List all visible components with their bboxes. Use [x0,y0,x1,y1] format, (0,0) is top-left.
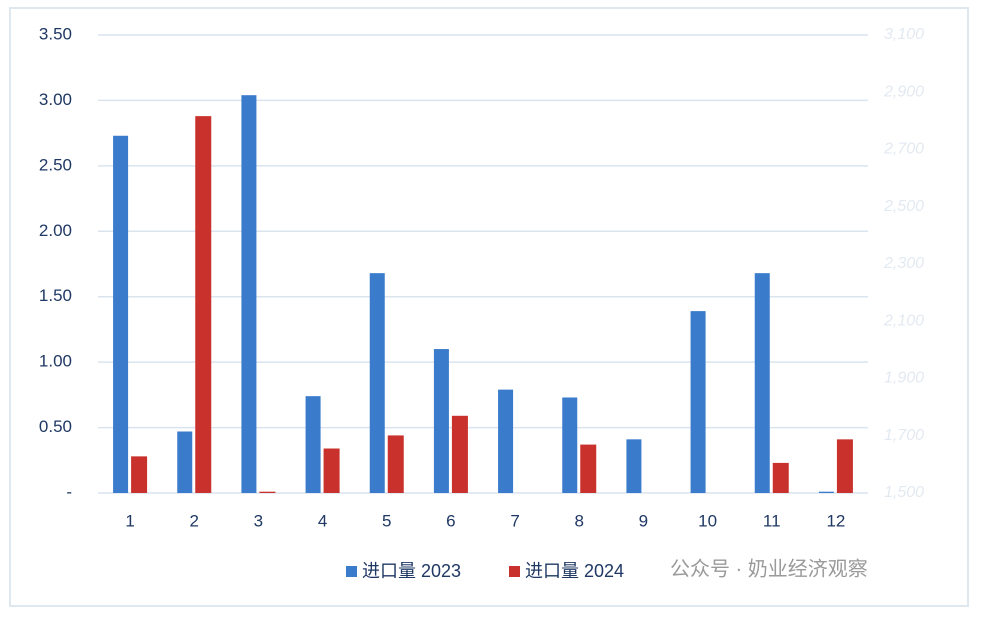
y2-tick-label: 2,900 [883,83,924,100]
x-tick-label: 4 [318,511,327,530]
bar [259,491,276,493]
x-tick-label: 11 [763,511,781,530]
bar [177,431,193,493]
x-tick-label: 2 [190,511,199,530]
bar [754,273,770,493]
legend-swatch [509,566,520,577]
bar [241,95,257,494]
y2-tick-label: 1,700 [884,427,924,444]
y-tick-label: - [66,482,72,501]
y2-tick-label: 1,900 [884,370,924,387]
bar [305,396,321,493]
x-tick-label: 9 [639,511,648,530]
y2-tick-label: 2,300 [883,255,924,272]
watermark: 公众号 · 奶业经济观察 [670,557,868,580]
bar [131,456,148,493]
bar [451,415,468,493]
x-tick-label: 1 [125,511,134,530]
bar [195,116,212,493]
x-tick-label: 7 [510,511,519,530]
bar [323,448,340,493]
bar [387,435,404,493]
x-tick-label: 5 [382,511,391,530]
x-tick-label: 12 [826,511,845,530]
bar [498,389,514,493]
legend-label: 进口量 2023 [362,561,461,581]
bar [690,311,706,493]
bar [818,491,834,493]
y-tick-label: 2.50 [39,155,72,174]
x-tick-label: 8 [575,511,584,530]
y-tick-label: 2.00 [39,221,72,240]
y-tick-label: 3.50 [39,24,72,43]
y2-tick-label: 2,700 [883,141,924,158]
bar [626,439,642,493]
bar [562,397,578,493]
legend-label: 进口量 2024 [525,561,624,581]
bar [369,273,385,493]
y2-tick-label: 1,500 [884,484,924,501]
x-tick-label: 10 [698,511,717,530]
x-tick-label: 6 [446,511,455,530]
y-tick-label: 0.50 [39,417,72,436]
y-tick-label: 1.50 [39,286,72,305]
chart-frame [9,7,969,607]
y-tick-label: 1.00 [39,352,72,371]
y-tick-label: 3.00 [39,90,72,109]
bar [772,462,789,493]
y2-tick-label: 2,500 [883,198,924,215]
bar [580,444,597,493]
y2-tick-label: 2,100 [883,312,924,329]
bar [113,135,129,493]
x-tick-label: 3 [254,511,263,530]
bar [433,349,449,493]
bar [836,439,853,493]
legend-swatch [346,566,357,577]
y2-tick-label: 3,100 [884,26,924,43]
